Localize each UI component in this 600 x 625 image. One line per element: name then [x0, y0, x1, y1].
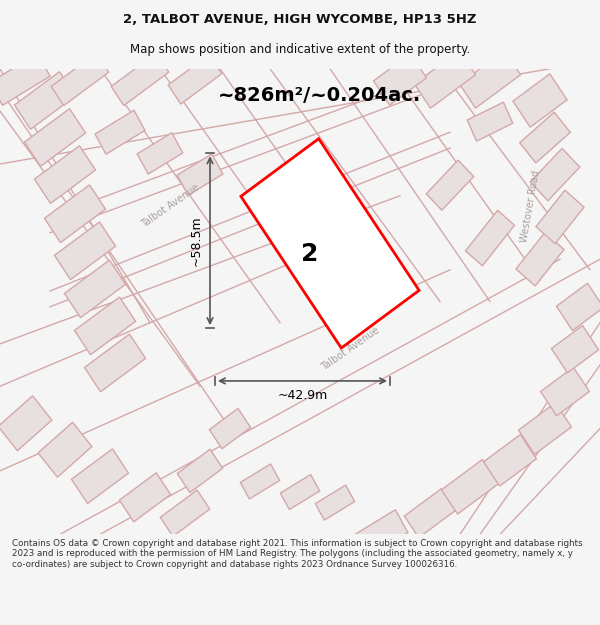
Text: Talbot Avenue: Talbot Avenue: [139, 182, 201, 230]
Polygon shape: [551, 326, 599, 373]
Text: Contains OS data © Crown copyright and database right 2021. This information is : Contains OS data © Crown copyright and d…: [12, 539, 583, 569]
Polygon shape: [0, 53, 50, 106]
Polygon shape: [95, 110, 145, 154]
Polygon shape: [177, 154, 223, 195]
Polygon shape: [71, 449, 128, 504]
Polygon shape: [85, 334, 146, 392]
Polygon shape: [51, 53, 109, 106]
Polygon shape: [64, 260, 125, 318]
Polygon shape: [55, 222, 116, 279]
Polygon shape: [556, 283, 600, 331]
Polygon shape: [536, 190, 584, 244]
Polygon shape: [415, 51, 476, 108]
Polygon shape: [241, 139, 419, 348]
Polygon shape: [518, 402, 571, 454]
Polygon shape: [168, 54, 222, 104]
Polygon shape: [484, 434, 536, 486]
Polygon shape: [119, 473, 170, 522]
Polygon shape: [460, 51, 521, 108]
Text: ~58.5m: ~58.5m: [190, 216, 203, 266]
Polygon shape: [14, 72, 76, 129]
Polygon shape: [241, 464, 280, 499]
Polygon shape: [541, 368, 589, 416]
Text: 2: 2: [301, 242, 319, 266]
Polygon shape: [111, 53, 169, 106]
Polygon shape: [38, 422, 92, 477]
Polygon shape: [25, 109, 86, 166]
Text: ~826m²/~0.204ac.: ~826m²/~0.204ac.: [218, 86, 422, 105]
Polygon shape: [466, 211, 514, 266]
Polygon shape: [404, 489, 455, 538]
Polygon shape: [74, 297, 136, 355]
Polygon shape: [352, 510, 408, 559]
Polygon shape: [520, 112, 570, 163]
Polygon shape: [530, 148, 580, 201]
Text: ~42.9m: ~42.9m: [277, 389, 328, 402]
Polygon shape: [442, 459, 499, 514]
Polygon shape: [160, 490, 210, 536]
Text: Talbot Avenue: Talbot Avenue: [319, 326, 381, 373]
Polygon shape: [513, 74, 567, 127]
Polygon shape: [374, 54, 427, 105]
Polygon shape: [44, 185, 106, 242]
Polygon shape: [34, 146, 95, 203]
Polygon shape: [467, 102, 513, 141]
Polygon shape: [0, 396, 52, 451]
Polygon shape: [280, 474, 320, 509]
Text: Westover Road: Westover Road: [519, 169, 541, 243]
Polygon shape: [516, 232, 564, 286]
Polygon shape: [316, 485, 355, 520]
Polygon shape: [137, 132, 183, 174]
Polygon shape: [209, 408, 251, 449]
Text: Map shows position and indicative extent of the property.: Map shows position and indicative extent…: [130, 43, 470, 56]
Polygon shape: [178, 449, 223, 493]
Text: 2, TALBOT AVENUE, HIGH WYCOMBE, HP13 5HZ: 2, TALBOT AVENUE, HIGH WYCOMBE, HP13 5HZ: [123, 12, 477, 26]
Polygon shape: [427, 160, 473, 210]
